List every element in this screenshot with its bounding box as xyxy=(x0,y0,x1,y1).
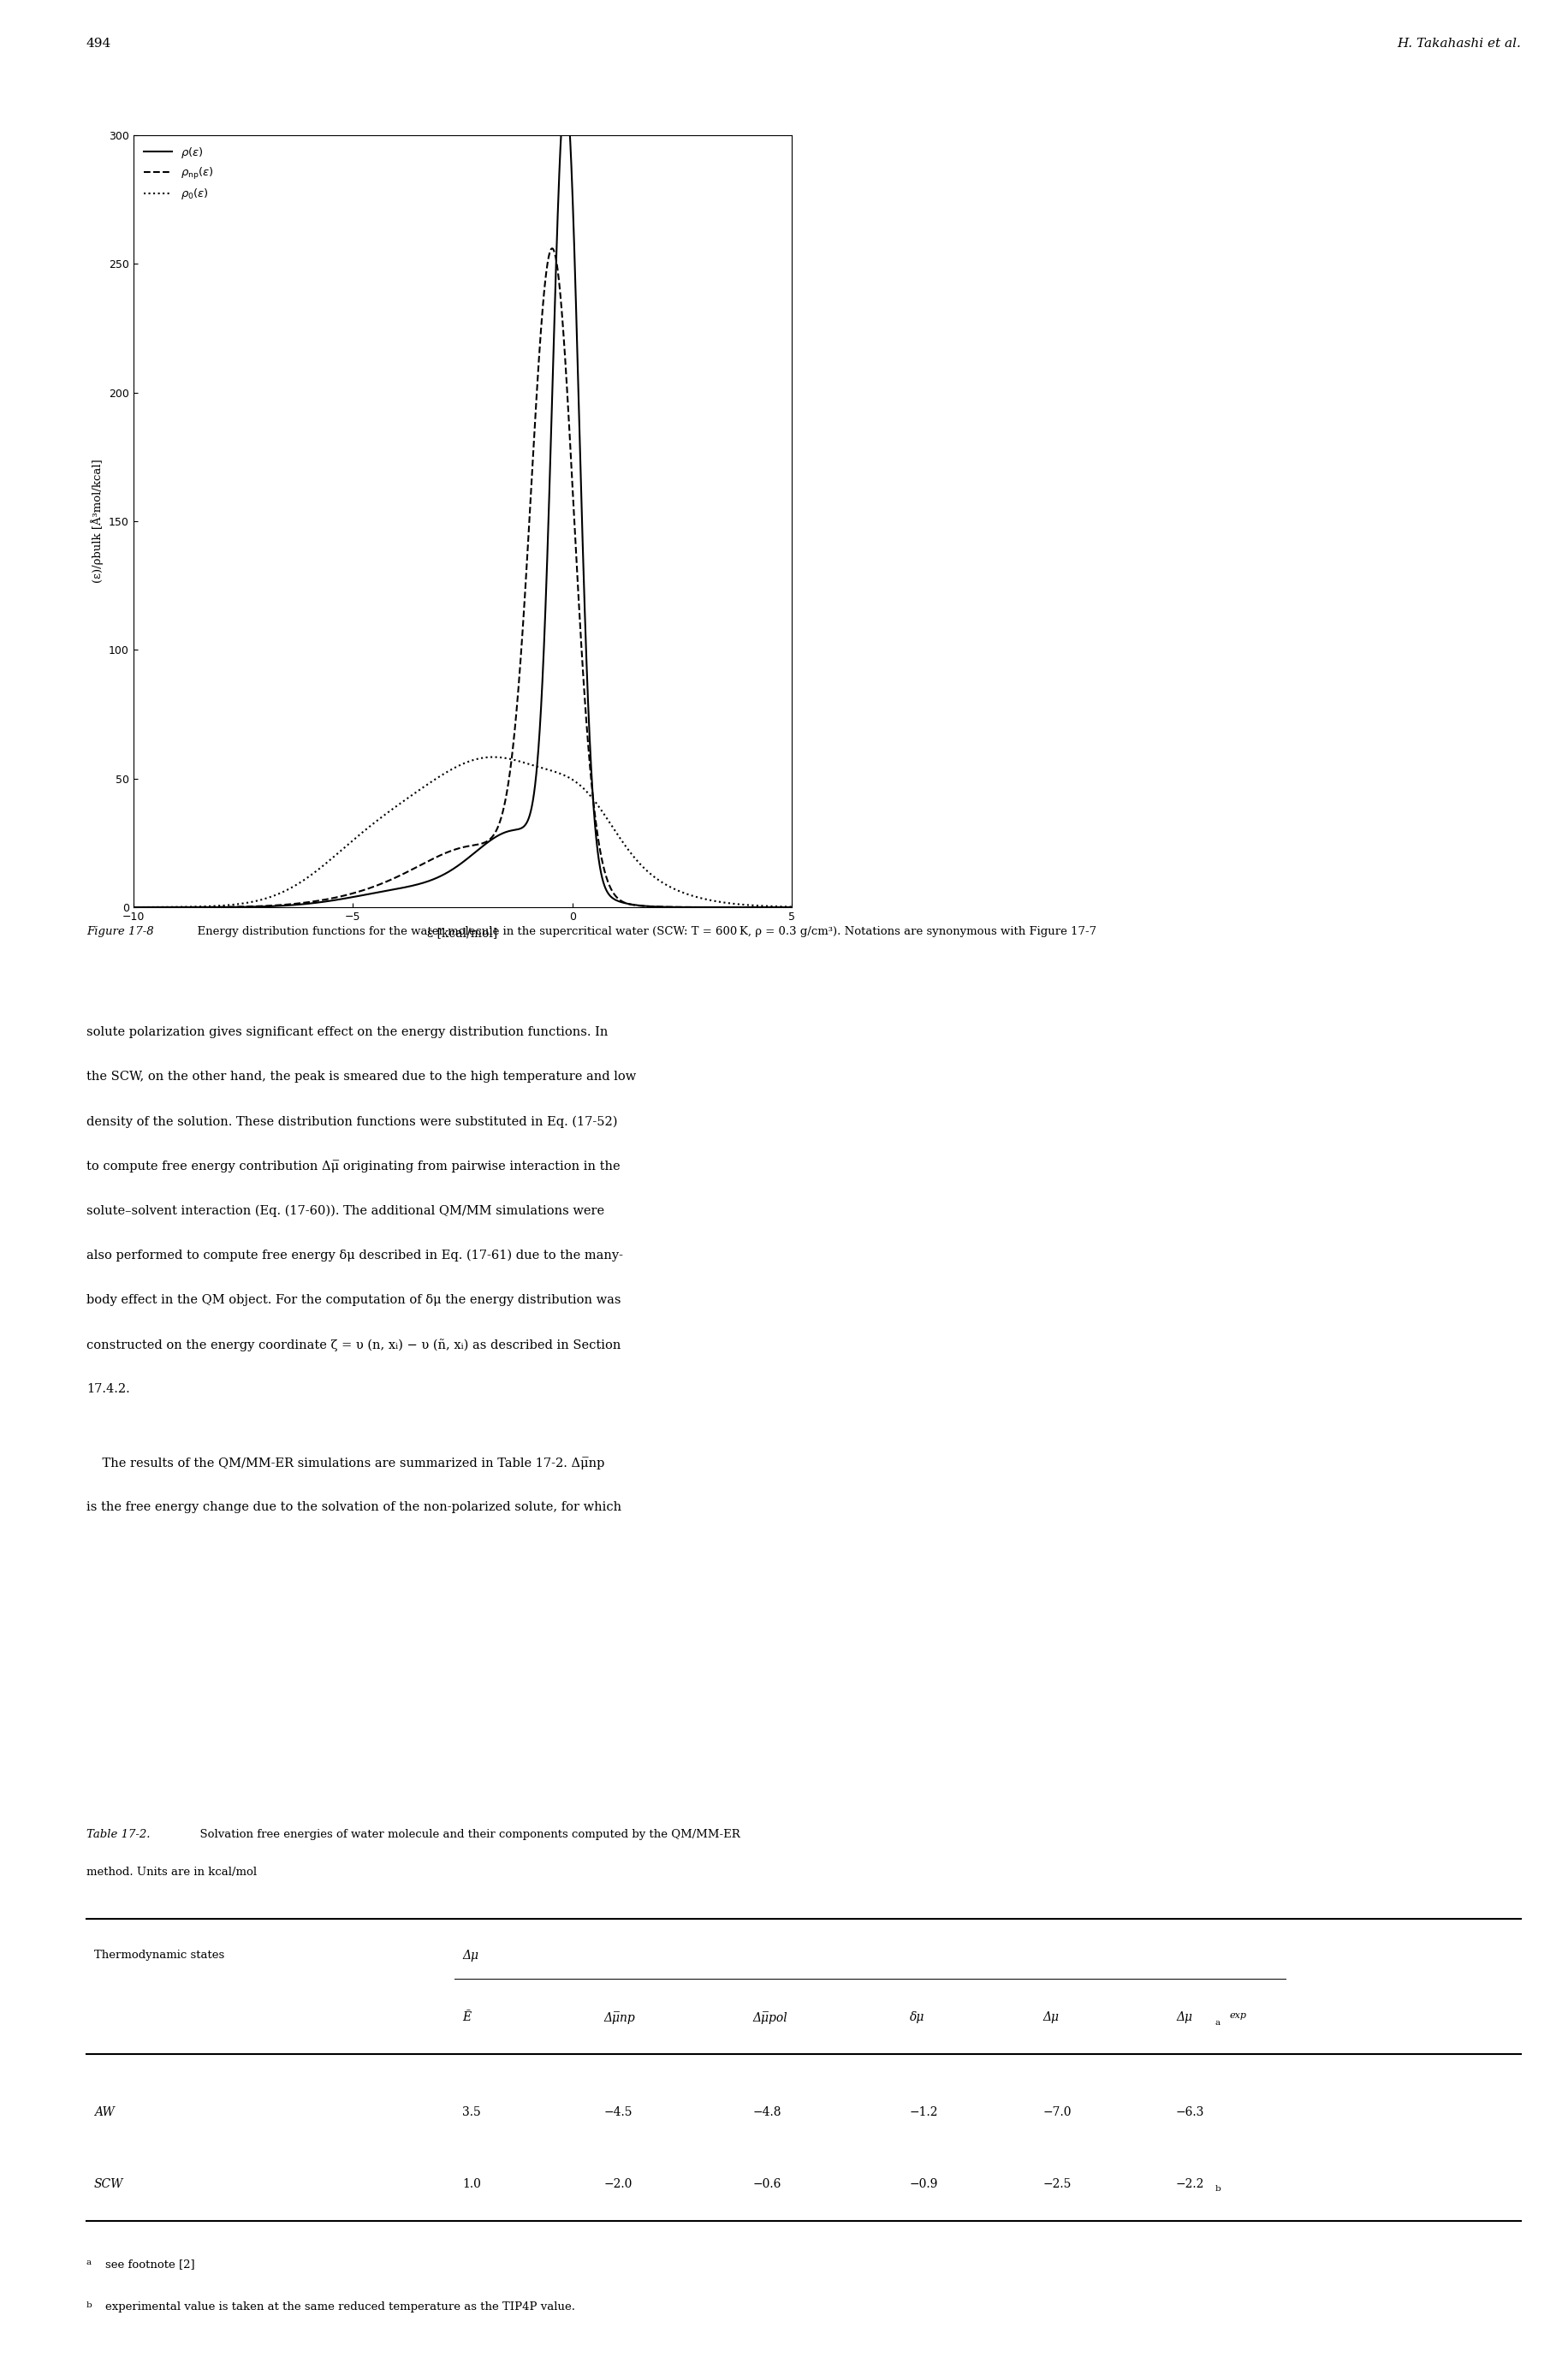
Text: 17.4.2.: 17.4.2. xyxy=(86,1382,130,1394)
Text: to compute free energy contribution Δμ̅ originating from pairwise interaction in: to compute free energy contribution Δμ̅ … xyxy=(86,1159,619,1173)
Text: 3.5: 3.5 xyxy=(463,2107,481,2119)
Text: AW: AW xyxy=(94,2107,114,2119)
Text: −6.3: −6.3 xyxy=(1176,2107,1204,2119)
Text: Δμ: Δμ xyxy=(1043,2012,1058,2023)
Text: Δμ: Δμ xyxy=(1176,2012,1192,2023)
Text: solute–solvent interaction (Eq. (17-60)). The additional QM/MM simulations were: solute–solvent interaction (Eq. (17-60))… xyxy=(86,1204,604,1216)
Text: method. Units are in kcal/mol: method. Units are in kcal/mol xyxy=(86,1867,257,1879)
Text: see footnote [2]: see footnote [2] xyxy=(105,2259,194,2270)
Text: the SCW, on the other hand, the peak is smeared due to the high temperature and : the SCW, on the other hand, the peak is … xyxy=(86,1071,637,1083)
Text: body effect in the QM object. For the computation of δμ the energy distribution : body effect in the QM object. For the co… xyxy=(86,1294,621,1306)
Text: The results of the QM/MM-ER simulations are summarized in Table 17-2. Δμ̅np: The results of the QM/MM-ER simulations … xyxy=(86,1456,604,1470)
Text: b: b xyxy=(1215,2185,1221,2192)
Text: experimental value is taken at the same reduced temperature as the TIP4P value.: experimental value is taken at the same … xyxy=(105,2301,575,2313)
Text: a: a xyxy=(1215,2019,1220,2026)
Text: −7.0: −7.0 xyxy=(1043,2107,1071,2119)
Text: −2.5: −2.5 xyxy=(1043,2178,1071,2190)
Text: solute polarization gives significant effect on the energy distribution function: solute polarization gives significant ef… xyxy=(86,1026,608,1038)
Text: Solvation free energies of water molecule and their components computed by the Q: Solvation free energies of water molecul… xyxy=(193,1829,740,1841)
Text: −0.9: −0.9 xyxy=(909,2178,938,2190)
Text: Δμ̅np: Δμ̅np xyxy=(604,2012,635,2023)
Text: Thermodynamic states: Thermodynamic states xyxy=(94,1950,224,1962)
X-axis label: ε [kcal/mol]: ε [kcal/mol] xyxy=(428,926,497,938)
Text: Ē: Ē xyxy=(463,2012,472,2023)
Text: is the free energy change due to the solvation of the non-polarized solute, for : is the free energy change due to the sol… xyxy=(86,1501,621,1513)
Text: b: b xyxy=(86,2301,93,2308)
Text: Energy distribution functions for the water molecule in the supercritical water : Energy distribution functions for the wa… xyxy=(190,926,1096,938)
Legend: $\rho(\varepsilon)$, $\rho_{\mathrm{np}}(\varepsilon)$, $\rho_0(\varepsilon)$: $\rho(\varepsilon)$, $\rho_{\mathrm{np}}… xyxy=(140,140,218,207)
Y-axis label: (ε)/ρbulk [Å³mol/kcal]: (ε)/ρbulk [Å³mol/kcal] xyxy=(91,458,103,584)
Text: −4.5: −4.5 xyxy=(604,2107,632,2119)
Text: also performed to compute free energy δμ described in Eq. (17-61) due to the man: also performed to compute free energy δμ… xyxy=(86,1249,622,1261)
Text: −2.0: −2.0 xyxy=(604,2178,632,2190)
Text: exp: exp xyxy=(1229,2012,1247,2021)
Text: 494: 494 xyxy=(86,38,111,50)
Text: −2.2: −2.2 xyxy=(1176,2178,1204,2190)
Text: H. Takahashi et al.: H. Takahashi et al. xyxy=(1397,38,1521,50)
Text: Figure 17-8: Figure 17-8 xyxy=(86,926,154,938)
Text: −1.2: −1.2 xyxy=(909,2107,938,2119)
Text: δμ: δμ xyxy=(909,2012,924,2023)
Text: Δμ: Δμ xyxy=(463,1950,478,1962)
Text: density of the solution. These distribution functions were substituted in Eq. (1: density of the solution. These distribut… xyxy=(86,1116,618,1128)
Text: Δμ̅pol: Δμ̅pol xyxy=(753,2012,787,2023)
Text: a: a xyxy=(86,2259,91,2266)
Text: −4.8: −4.8 xyxy=(753,2107,781,2119)
Text: constructed on the energy coordinate ζ = υ (n, xᵢ) − υ (ñ, xᵢ) as described in S: constructed on the energy coordinate ζ =… xyxy=(86,1340,621,1351)
Text: 1.0: 1.0 xyxy=(463,2178,481,2190)
Text: Table 17-2.: Table 17-2. xyxy=(86,1829,151,1841)
Text: SCW: SCW xyxy=(94,2178,124,2190)
Text: −0.6: −0.6 xyxy=(753,2178,781,2190)
